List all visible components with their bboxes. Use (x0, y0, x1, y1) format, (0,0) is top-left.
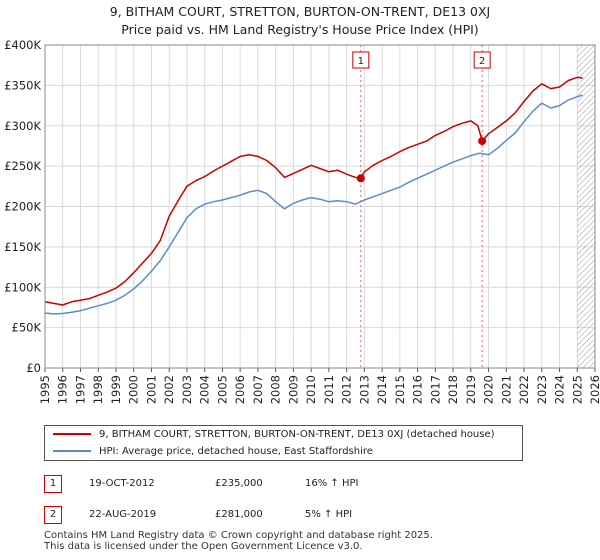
plot-frame (44, 44, 596, 369)
legend-item-property: 9, BITHAM COURT, STRETTON, BURTON-ON-TRE… (53, 427, 495, 443)
x-tick-label: 2019 (464, 375, 478, 404)
x-tick-label: 2018 (446, 375, 460, 404)
chart-title: 9, BITHAM COURT, STRETTON, BURTON-ON-TRE… (109, 4, 491, 19)
sale-marker-box-1 (352, 51, 370, 69)
y-tick-label: £200K (4, 200, 41, 214)
x-tick-label: 2008 (269, 375, 283, 404)
sale-marker-label-2: 2 (479, 56, 485, 67)
x-tick-label: 2016 (411, 375, 425, 404)
x-tick-label: 2003 (180, 375, 194, 404)
series-line-property (44, 76, 583, 306)
x-tick-label: 2015 (393, 375, 407, 404)
x-tick-label: 2017 (428, 375, 442, 404)
x-tick-label: 2025 (570, 375, 584, 404)
sale-hpi-1: 16% ↑ HPI (305, 478, 359, 489)
sale-badge-1: 1 (44, 475, 62, 493)
x-tick-label: 1997 (73, 375, 87, 404)
x-tick-label: 2000 (127, 375, 141, 404)
sale-point-1 (356, 174, 365, 183)
y-tick-label: £400K (4, 38, 41, 52)
x-tick-label: 2009 (286, 375, 300, 404)
x-tick-label: 2026 (588, 375, 600, 404)
y-tick-label: £350K (4, 78, 41, 92)
x-tick-label: 1995 (38, 375, 52, 404)
x-tick-label: 2024 (553, 375, 567, 404)
x-tick-label: 2020 (482, 375, 496, 404)
legend-swatch-hpi (53, 450, 91, 452)
x-tick-label: 2014 (375, 375, 389, 404)
sale-marker-box-2 (473, 51, 491, 69)
sale-price-2: £281,000 (215, 509, 263, 520)
x-tick-label: 1999 (109, 375, 123, 404)
sale-date-1: 19-OCT-2012 (89, 478, 155, 489)
y-tick-label: £0 (26, 361, 41, 375)
x-tick-label: 1996 (56, 375, 70, 404)
legend: 9, BITHAM COURT, STRETTON, BURTON-ON-TRE… (44, 425, 523, 461)
chart-subtitle: Price paid vs. HM Land Registry's House … (121, 22, 479, 37)
sale-hpi-2: 5% ↑ HPI (305, 509, 353, 520)
y-tick-label: £250K (4, 159, 41, 173)
footer-licence: This data is licensed under the Open Gov… (44, 541, 363, 552)
y-tick-label: £50K (12, 321, 42, 335)
y-tick-label: £100K (4, 280, 41, 294)
x-tick-label: 2021 (499, 375, 513, 404)
x-tick-label: 2023 (535, 375, 549, 404)
sale-badge-2: 2 (44, 506, 62, 524)
sale-price-1: £235,000 (215, 478, 263, 489)
axes: £0 £50K £100K £150K £200K £250K £300K £350K £400… (4, 38, 600, 404)
series-lines (44, 76, 583, 315)
legend-swatch-property (53, 433, 91, 435)
x-tick-label: 2010 (304, 375, 318, 404)
y-tick-label: £300K (4, 119, 41, 133)
chart-title-block: 9, BITHAM COURT, STRETTON, BURTON-ON-TRE… (0, 3, 600, 39)
footer: Contains HM Land Registry data © Crown c… (44, 530, 433, 552)
sale-date-2: 22-AUG-2019 (89, 509, 157, 520)
x-tick-label: 2001 (144, 375, 158, 404)
hatch-area (577, 45, 595, 368)
legend-label-hpi: HPI: Average price, detached house, East… (99, 446, 373, 457)
series-line-hpi (44, 94, 583, 315)
x-tick-label: 2011 (322, 375, 336, 404)
x-tick-label: 2013 (357, 375, 371, 404)
legend-item-hpi: HPI: Average price, detached house, East… (53, 444, 373, 460)
x-tick-label: 2012 (340, 375, 354, 404)
x-tick-label: 2004 (198, 375, 212, 404)
x-tick-label: 2006 (233, 375, 247, 404)
sale-marker-label-1: 1 (358, 56, 364, 67)
x-tick-label: 2002 (162, 375, 176, 404)
y-tick-label: £150K (4, 240, 41, 254)
grid (44, 44, 596, 369)
x-tick-label: 2022 (517, 375, 531, 404)
footer-copyright: Contains HM Land Registry data © Crown c… (44, 530, 433, 541)
x-tick-label: 2007 (251, 375, 265, 404)
sale-point-2 (478, 137, 487, 146)
forecast-hatch (577, 45, 595, 368)
x-tick-label: 2005 (215, 375, 229, 404)
x-tick-label: 1998 (91, 375, 105, 404)
legend-label-property: 9, BITHAM COURT, STRETTON, BURTON-ON-TRE… (99, 429, 495, 440)
